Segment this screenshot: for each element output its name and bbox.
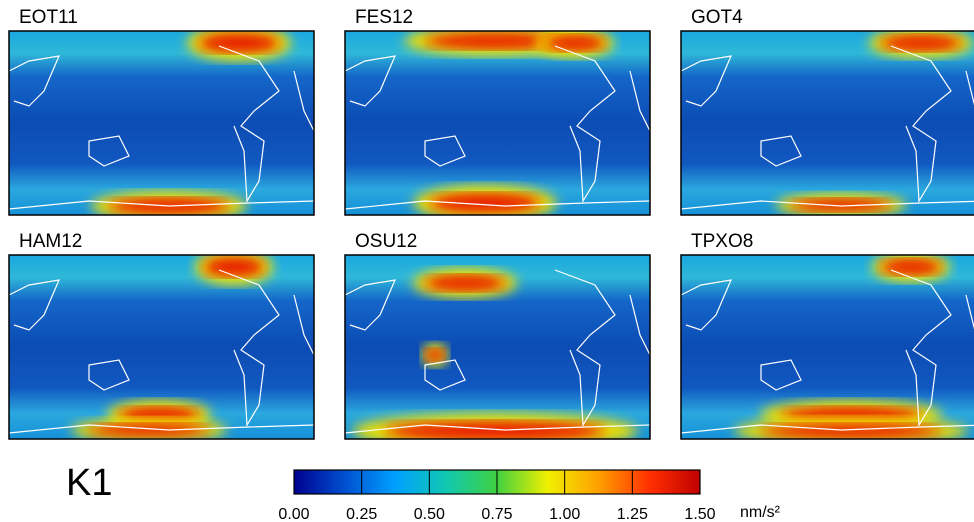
coastline	[345, 45, 650, 210]
hotspot	[425, 33, 565, 49]
hotspot	[881, 259, 941, 275]
hotspot	[425, 275, 505, 291]
map-frame	[8, 254, 315, 440]
colorbar-tick-label: 0.75	[481, 506, 512, 522]
colorbar-tick-label: 0.50	[414, 506, 445, 522]
colorbar-unit: nm/s²	[740, 504, 781, 521]
panel-title: FES12	[355, 7, 413, 28]
map-background	[681, 31, 974, 215]
hotspot	[545, 35, 605, 51]
coastline	[681, 269, 974, 434]
map-content	[681, 31, 974, 215]
map-frame	[8, 30, 315, 216]
hotspot	[204, 257, 264, 277]
panel-title: EOT11	[19, 7, 78, 28]
panel-title: GOT4	[691, 7, 743, 28]
panel-title: TPXO8	[691, 231, 753, 252]
map-content	[9, 255, 314, 439]
map-frame	[680, 254, 974, 440]
coastline	[9, 269, 314, 434]
constituent-label: K1	[66, 462, 112, 504]
colorbar-tick-label: 1.50	[684, 506, 715, 522]
hotspot	[791, 198, 891, 212]
map-panel	[680, 254, 974, 440]
hotspot	[385, 421, 605, 439]
map-frame	[344, 30, 651, 216]
hotspot	[761, 423, 941, 439]
hotspot	[89, 423, 209, 437]
map-panel	[8, 30, 315, 216]
coastline	[9, 45, 314, 210]
map-panel	[344, 254, 651, 440]
map-content	[345, 31, 650, 215]
hotspot	[430, 193, 540, 213]
panel-title: OSU12	[355, 231, 417, 252]
map-panel	[344, 30, 651, 216]
map-background	[345, 31, 650, 215]
colorbar-tick-label: 0.00	[278, 506, 309, 522]
colorbar-tick-label: 1.25	[617, 506, 648, 522]
map-frame	[344, 254, 651, 440]
coastline	[345, 269, 650, 434]
hotspot	[425, 348, 445, 362]
map-background	[9, 31, 314, 215]
map-frame	[680, 30, 974, 216]
map-content	[9, 31, 314, 215]
hotspot	[881, 35, 961, 51]
map-panel	[680, 30, 974, 216]
colorbar-tick-label: 1.00	[549, 506, 580, 522]
coastline	[681, 45, 974, 210]
panel-title: HAM12	[19, 231, 82, 252]
hotspot	[199, 33, 279, 53]
colorbar-tick-label: 0.25	[346, 506, 377, 522]
map-content	[681, 255, 974, 439]
map-content	[345, 255, 650, 439]
map-panel	[8, 254, 315, 440]
